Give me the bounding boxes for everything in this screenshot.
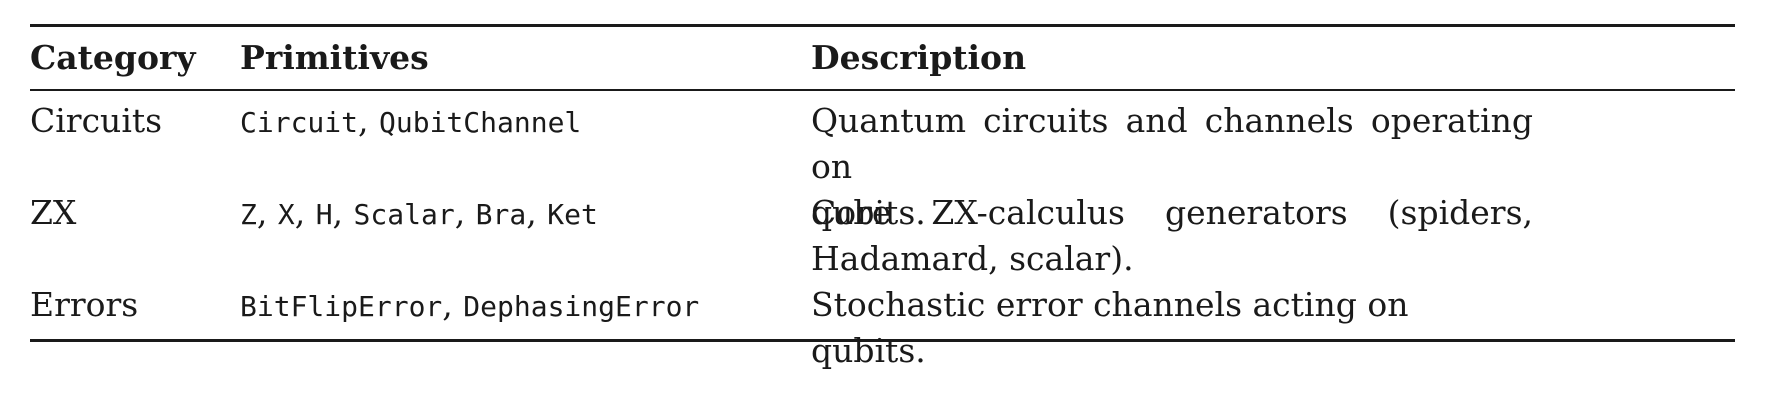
row-description: Stochastic error channels acting on qubi… [811, 282, 1533, 374]
primitive-name: H [315, 198, 333, 231]
row-primitives: BitFlipError, DephasingError [240, 285, 700, 324]
table-top-rule [30, 24, 1735, 27]
header-category: Category [30, 38, 196, 77]
primitive-name: Circuit [240, 106, 359, 139]
row-description: Quantum circuits and channels operating … [811, 98, 1533, 236]
primitive-name: Z [240, 198, 257, 231]
primitive-name: Ket [547, 198, 598, 231]
description-line: Core ZX-calculus generators (spiders, [811, 193, 1533, 232]
row-category: Errors [30, 285, 139, 324]
description-line: Hadamard, scalar). [811, 239, 1134, 278]
description-line: qubits. [811, 193, 926, 232]
primitive-name: Bra [475, 198, 527, 231]
header-rule [30, 89, 1735, 91]
row-category: ZX [30, 193, 77, 232]
row-category: Circuits [30, 101, 163, 140]
table-bottom-rule [30, 339, 1735, 342]
header-description: Description [811, 38, 1027, 77]
description-line: Quantum circuits and channels operating … [811, 101, 1533, 186]
row-primitives: Z, X, H, Scalar, Bra, Ket [240, 193, 598, 232]
header-primitives: Primitives [240, 38, 429, 77]
primitive-name: BitFlipError [240, 290, 443, 323]
row-description: Core ZX-calculus generators (spiders, Ha… [811, 190, 1533, 282]
primitive-name: X [277, 198, 295, 231]
primitive-name: Scalar [353, 198, 455, 231]
primitive-name: QubitChannel [379, 106, 582, 139]
primitive-name: DephasingError [463, 290, 700, 323]
row-primitives: Circuit, QubitChannel [240, 101, 582, 140]
description-line: Stochastic error channels acting on qubi… [811, 285, 1409, 370]
